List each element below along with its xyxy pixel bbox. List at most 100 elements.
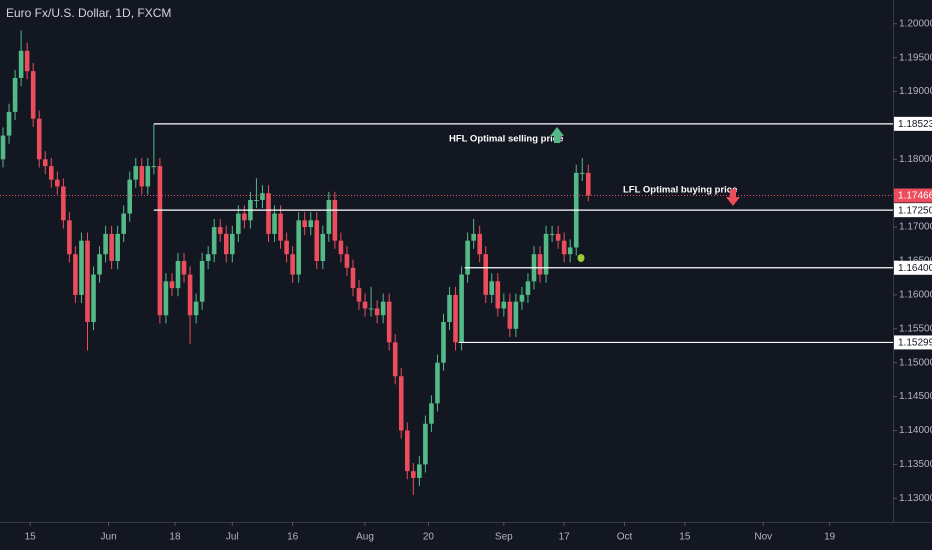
- candle-body: [417, 464, 422, 478]
- candle-body: [115, 233, 120, 261]
- candle-body: [223, 233, 229, 255]
- x-tick-label: Jul: [226, 532, 239, 543]
- candle-body: [284, 240, 289, 255]
- candle-body: [344, 254, 350, 268]
- candle-body: [296, 220, 301, 275]
- y-tick-label: 1.16000: [899, 290, 932, 301]
- candle-body: [169, 281, 175, 289]
- candle-body: [507, 301, 513, 329]
- candle-body: [501, 301, 507, 309]
- candle-body: [435, 362, 440, 404]
- level-label: 1.18523: [898, 119, 932, 130]
- candle-body: [561, 240, 567, 255]
- candle-body: [489, 281, 495, 295]
- x-tick-label: 15: [25, 532, 37, 543]
- x-tick-label: 19: [824, 532, 836, 543]
- level-label: 1.17250: [898, 205, 932, 216]
- candle-body: [290, 254, 295, 275]
- candle-body: [326, 199, 332, 234]
- candle-body: [236, 213, 241, 234]
- x-tick-label: 15: [679, 532, 691, 543]
- candle-body: [278, 213, 283, 241]
- candle-body: [127, 179, 133, 214]
- candle-body: [79, 240, 84, 295]
- y-tick-label: 1.13500: [899, 459, 932, 470]
- level-label-box: [894, 260, 932, 275]
- level-label-box: [894, 203, 932, 218]
- candle-body: [513, 301, 519, 329]
- last-price-box: [894, 188, 932, 203]
- candle-body: [187, 274, 193, 316]
- candle-body: [471, 233, 476, 241]
- candle-body: [308, 220, 314, 228]
- candle-body: [386, 301, 392, 343]
- candle-body: [6, 111, 12, 136]
- candle-body: [567, 247, 573, 255]
- x-tick-label: Jun: [101, 532, 117, 543]
- candle-body: [139, 166, 145, 187]
- down-arrow: [726, 189, 740, 206]
- candle-body: [163, 281, 169, 316]
- up-arrow: [550, 127, 564, 143]
- candle-body: [18, 50, 24, 78]
- candle-body: [260, 193, 265, 200]
- plot: [0, 30, 591, 495]
- y-tick-label: 1.18000: [899, 154, 932, 165]
- x-tick-label: 17: [559, 532, 571, 543]
- candle-body: [555, 233, 561, 241]
- y-tick-label: 1.20000: [899, 18, 932, 29]
- last-price-label: 1.17466: [898, 191, 932, 202]
- candle-body: [121, 213, 126, 234]
- annotation: HFL Optimal selling price: [449, 134, 563, 145]
- candle-body: [211, 227, 217, 255]
- candle-body: [133, 166, 139, 180]
- x-tick-label: Nov: [754, 532, 772, 543]
- y-tick-label: 1.19000: [899, 86, 932, 97]
- y-tick-label: 1.15500: [899, 323, 932, 334]
- candle-body: [519, 294, 525, 302]
- candle-body: [199, 261, 205, 302]
- signal-dot: [577, 254, 585, 262]
- x-tick-label: 16: [287, 532, 299, 543]
- candle-body: [48, 166, 54, 180]
- candle-body: [272, 213, 277, 234]
- candle-body: [525, 281, 531, 295]
- candle-body: [266, 193, 271, 234]
- x-tick-label: 20: [423, 532, 435, 543]
- candle-body: [42, 159, 48, 167]
- candle-body: [0, 135, 6, 160]
- candle-body: [579, 172, 585, 174]
- y-tick-label: 1.19500: [899, 52, 932, 63]
- candle-body: [242, 213, 247, 221]
- candle-body: [193, 301, 199, 316]
- candle-body: [368, 308, 374, 310]
- x-tick-label: Aug: [356, 532, 374, 543]
- candle-body: [320, 233, 326, 261]
- y-tick-label: 1.14000: [899, 425, 932, 436]
- candle-body: [380, 301, 386, 316]
- candle-body: [230, 233, 235, 255]
- candle-body: [55, 179, 60, 187]
- level-label-box: [894, 116, 932, 131]
- candle-body: [30, 71, 36, 119]
- candle-body: [374, 308, 380, 316]
- y-tick-label: 1.13000: [899, 493, 932, 504]
- candle-body: [543, 233, 549, 275]
- candle-body: [97, 254, 102, 275]
- candle-body: [12, 77, 18, 112]
- candle-body: [205, 254, 211, 261]
- x-tick-label: 18: [169, 532, 181, 543]
- candle-body: [356, 288, 362, 302]
- x-tick-label: Oct: [617, 532, 633, 543]
- candle-body: [447, 294, 452, 323]
- candle-body: [350, 267, 356, 289]
- candle-body: [73, 254, 78, 295]
- level-label: 1.15299: [898, 338, 932, 349]
- candle-body: [175, 261, 181, 289]
- candle-body: [67, 220, 72, 255]
- candle-body: [24, 50, 30, 72]
- candle-body: [429, 403, 434, 424]
